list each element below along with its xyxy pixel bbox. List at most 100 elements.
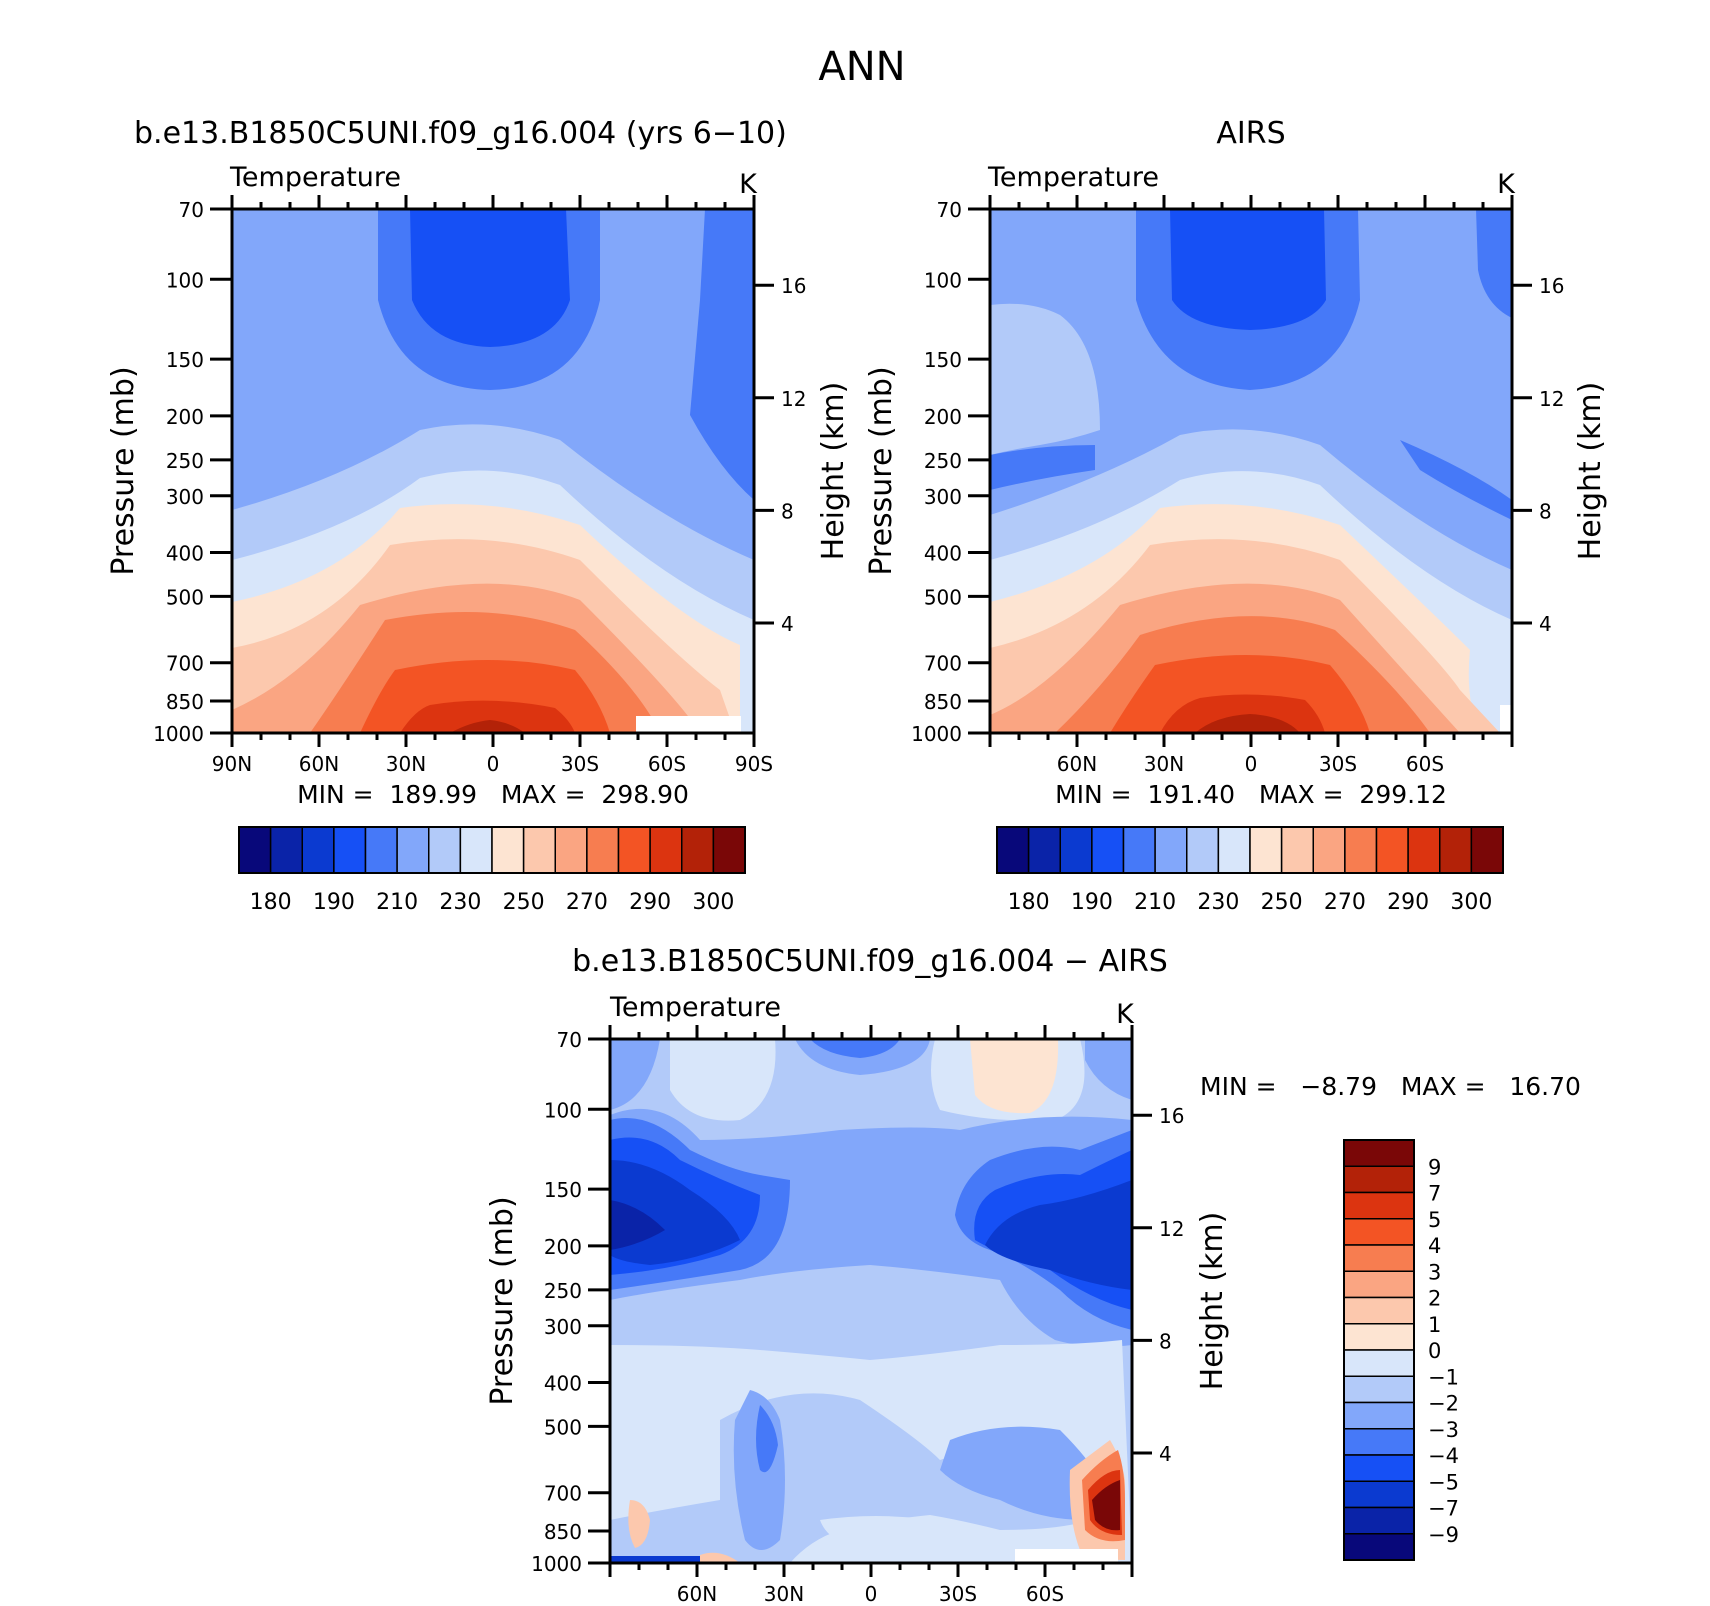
- colorbar-label: 190: [1071, 890, 1113, 915]
- x-tick-label: 90S: [735, 752, 773, 776]
- colorbar-label: 270: [1324, 890, 1366, 915]
- colorbar-label: 230: [1197, 890, 1239, 915]
- contour-band: [1400, 440, 1512, 520]
- x-tick-label: 90N: [212, 752, 252, 776]
- colorbar-label: 300: [692, 890, 734, 915]
- colorbar-swatch: [712, 826, 746, 874]
- missing-data-region: [1015, 1549, 1118, 1563]
- colorbar-label: −4: [1428, 1444, 1459, 1468]
- y2-tick-label: 12: [781, 387, 806, 411]
- colorbar-label: 2: [1428, 1287, 1441, 1311]
- panel-observation: AIRS Temperature K 70 100 150 200 250 300 400 5…: [864, 116, 1608, 915]
- y-tick-label: 100: [544, 1098, 582, 1122]
- y-tick-label: 1000: [911, 722, 962, 746]
- y-tick-label: 700: [166, 652, 204, 676]
- contour-band: [1092, 1480, 1120, 1531]
- colorbar-label: 180: [250, 890, 292, 915]
- colorbar-swatch: [1343, 1349, 1415, 1377]
- colorbar-swatch: [1343, 1454, 1415, 1482]
- colorbar-frame: [238, 826, 746, 874]
- colorbar-swatch: [396, 826, 430, 874]
- colorbar-swatch: [1122, 826, 1156, 874]
- colorbar-label: −3: [1428, 1418, 1459, 1442]
- colorbar-swatch: [238, 826, 272, 874]
- colorbar-swatch: [1343, 1401, 1415, 1430]
- y-tick-label: 400: [924, 541, 962, 565]
- y-tick-label: 500: [166, 585, 204, 609]
- y-tick-label: 100: [166, 268, 204, 292]
- colorbar-swatch: [554, 826, 588, 874]
- colorbar-swatch: [1186, 826, 1220, 874]
- y-tick-label: 850: [544, 1520, 582, 1544]
- colorbar-swatch: [1344, 826, 1378, 874]
- colorbar-label: 250: [1261, 890, 1303, 915]
- panel-title: b.e13.B1850C5UNI.f09_g16.004 − AIRS: [572, 944, 1168, 979]
- y-tick-label: 150: [544, 1178, 582, 1202]
- y-tick-label: 70: [937, 198, 962, 222]
- x-tick-label: 30N: [386, 752, 426, 776]
- contour-band: [990, 445, 1095, 490]
- y2-tick-label: 12: [1539, 387, 1564, 411]
- contour-band: [990, 303, 1100, 455]
- y-tick-label: 150: [166, 348, 204, 372]
- colorbar-swatch: [1439, 826, 1473, 874]
- contour-band: [820, 1516, 960, 1550]
- y-tick-label: 500: [544, 1415, 582, 1439]
- contour-band: [1476, 209, 1512, 318]
- y-tick-label: 1000: [531, 1552, 582, 1576]
- y-tick-label: 250: [166, 449, 204, 473]
- colorbar-swatch: [617, 826, 651, 874]
- panel-title: AIRS: [1216, 116, 1285, 151]
- colorbar-swatch: [1091, 826, 1125, 874]
- colorbar-label: 190: [313, 890, 355, 915]
- latitude-axis: 60N 30N 0 30S 60S: [608, 1025, 1134, 1606]
- colorbar-swatch: [1343, 1375, 1415, 1404]
- colorbar-label: 180: [1008, 890, 1050, 915]
- y2-tick-label: 4: [781, 612, 794, 636]
- x-tick-label: 0: [487, 752, 500, 776]
- units-label: K: [1497, 169, 1516, 200]
- contour-band: [610, 1556, 700, 1563]
- latitude-axis: 90N 60N 30N 0 30S 60S 90S: [212, 195, 773, 776]
- colorbar-swatch: [681, 826, 715, 874]
- x-tick-label: 0: [1245, 752, 1258, 776]
- plot-area: [232, 209, 754, 733]
- colorbar-swatch: [1249, 826, 1283, 874]
- x-tick-label: 60N: [677, 1582, 717, 1606]
- contour-band: [1170, 209, 1326, 330]
- y-tick-label: 400: [166, 541, 204, 565]
- panel-difference: b.e13.B1850C5UNI.f09_g16.004 − AIRS Temp…: [485, 944, 1581, 1606]
- contour-band: [700, 1552, 740, 1563]
- y-tick-label: 250: [544, 1279, 582, 1303]
- colorbar-label: 5: [1428, 1208, 1441, 1232]
- colorbar-swatch: [1343, 1139, 1415, 1167]
- colorbar-swatch: [1375, 826, 1409, 874]
- colorbar-swatch: [1343, 1323, 1415, 1351]
- y-tick-label: 200: [924, 405, 962, 429]
- y2-tick-label: 16: [1159, 1104, 1184, 1128]
- y2-tick-label: 16: [1539, 274, 1564, 298]
- colorbar-swatch: [1027, 826, 1061, 874]
- y-tick-label: 400: [544, 1371, 582, 1395]
- colorbar-swatch: [491, 826, 525, 874]
- colorbar-label: −9: [1428, 1523, 1459, 1547]
- y-tick-label: 300: [924, 485, 962, 509]
- x-tick-label: 30N: [1144, 752, 1184, 776]
- colorbar-swatch: [1407, 826, 1441, 874]
- missing-data-region: [636, 716, 741, 733]
- y2-tick-label: 4: [1159, 1442, 1172, 1466]
- colorbar-frame: [996, 826, 1504, 874]
- x-tick-label: 30N: [764, 1582, 804, 1606]
- y2-tick-label: 8: [1159, 1329, 1172, 1353]
- contour-band: [410, 209, 570, 347]
- colorbar-label: −1: [1428, 1365, 1459, 1389]
- figure-title: ANN: [818, 44, 905, 90]
- colorbar-swatch: [1059, 826, 1093, 874]
- colorbar-swatch: [996, 826, 1030, 874]
- colorbar: 180 190 210 230 250 270 290 300: [996, 826, 1504, 915]
- colorbar-swatch: [1280, 826, 1314, 874]
- y-tick-label: 300: [544, 1315, 582, 1339]
- x-tick-label: 30S: [1319, 752, 1357, 776]
- colorbar-swatch: [428, 826, 462, 874]
